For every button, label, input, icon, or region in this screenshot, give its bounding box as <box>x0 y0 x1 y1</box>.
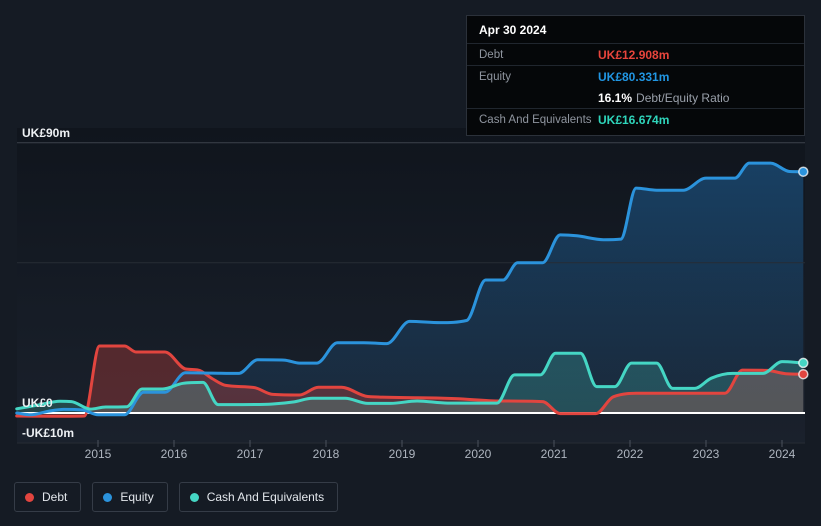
tooltip-equity-label: Equity <box>479 70 511 83</box>
x-axis-label: 2017 <box>236 447 264 461</box>
tooltip-cash-value: UK£16.674m <box>598 112 670 127</box>
tooltip-ratio-label: Debt/Equity Ratio <box>636 90 730 105</box>
tooltip-bottom-padding <box>467 130 804 135</box>
tooltip-row-equity: Equity UK£80.331m <box>467 65 804 87</box>
legend-cash-label: Cash And Equivalents <box>206 490 325 504</box>
tooltip-debt-value: UK£12.908m <box>598 47 670 62</box>
x-axis-label: 2015 <box>84 447 112 461</box>
x-axis-label: 2018 <box>312 447 340 461</box>
tooltip-row-cash: Cash And Equivalents UK£16.674m <box>467 108 804 130</box>
x-axis-label: 2019 <box>388 447 416 461</box>
x-axis-label: 2016 <box>160 447 188 461</box>
debt-series-dot-icon <box>25 492 34 502</box>
equity-series-dot-icon <box>103 492 113 502</box>
tooltip-date: Apr 30 2024 <box>479 23 547 37</box>
legend-equity-label: Equity <box>120 490 154 504</box>
legend-item-debt[interactable]: Debt <box>14 482 82 512</box>
x-axis-label: 2022 <box>616 447 644 461</box>
cash-series-dot-icon <box>189 492 199 502</box>
legend-item-equity[interactable]: Equity <box>92 482 168 512</box>
chart-legend: Debt Equity Cash And Equivalents <box>14 482 339 512</box>
legend-item-cash[interactable]: Cash And Equivalents <box>178 482 339 512</box>
tooltip-ratio-value: 16.1% <box>598 90 633 105</box>
tooltip-debt-label: Debt <box>479 48 504 61</box>
y-axis-label: -UK£10m <box>22 426 75 441</box>
legend-debt-label: Debt <box>42 490 68 504</box>
x-axis-label: 2021 <box>540 447 568 461</box>
x-axis-label: 2024 <box>768 447 796 461</box>
tooltip-row-ratio: 16.1% Debt/Equity Ratio <box>467 87 804 108</box>
y-axis-label: UK£0 <box>22 396 53 410</box>
y-axis-label: UK£90m <box>22 125 71 140</box>
tooltip-cash-label: Cash And Equivalents <box>479 113 592 126</box>
tooltip-row-debt: Debt UK£12.908m <box>467 43 804 65</box>
tooltip-equity-value: UK£80.331m <box>598 69 670 84</box>
chart-tooltip: Apr 30 2024 Debt UK£12.908m Equity UK£80… <box>466 15 805 136</box>
x-axis-label: 2023 <box>692 447 720 461</box>
x-axis-label: 2020 <box>464 447 492 461</box>
